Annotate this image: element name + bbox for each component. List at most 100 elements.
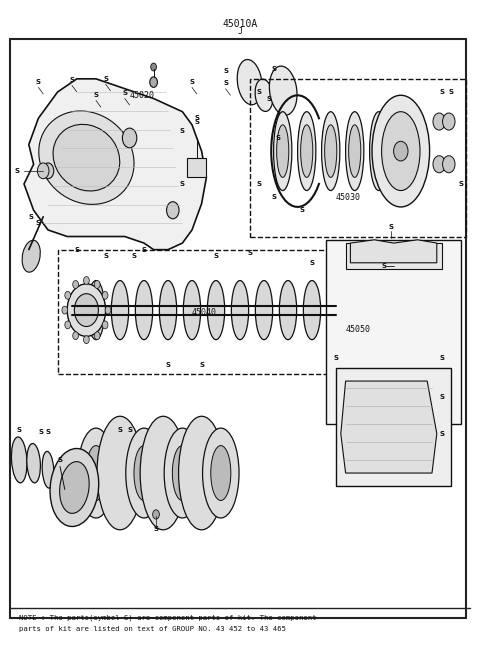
- Text: S: S: [271, 66, 276, 72]
- Ellipse shape: [164, 428, 201, 518]
- Circle shape: [84, 336, 89, 344]
- Circle shape: [73, 281, 78, 288]
- Circle shape: [392, 258, 403, 274]
- Circle shape: [122, 128, 137, 148]
- Ellipse shape: [348, 125, 361, 177]
- Ellipse shape: [159, 281, 177, 340]
- Polygon shape: [24, 79, 206, 250]
- Text: S: S: [449, 89, 454, 95]
- Text: S: S: [74, 246, 79, 253]
- Text: S: S: [166, 361, 170, 368]
- Ellipse shape: [140, 417, 186, 530]
- Text: S: S: [389, 223, 394, 230]
- Ellipse shape: [274, 112, 292, 191]
- Ellipse shape: [97, 417, 143, 530]
- Text: S: S: [194, 115, 199, 122]
- Ellipse shape: [86, 445, 106, 501]
- Ellipse shape: [300, 125, 313, 177]
- Ellipse shape: [211, 445, 231, 501]
- Ellipse shape: [255, 79, 273, 112]
- Ellipse shape: [12, 437, 27, 483]
- Ellipse shape: [42, 451, 54, 488]
- Text: S: S: [439, 89, 444, 95]
- Text: S: S: [58, 457, 62, 463]
- Ellipse shape: [126, 428, 162, 518]
- Circle shape: [433, 156, 445, 173]
- Bar: [187, 158, 206, 177]
- Ellipse shape: [87, 281, 105, 340]
- Ellipse shape: [183, 281, 201, 340]
- Circle shape: [394, 279, 401, 289]
- Text: S: S: [276, 135, 281, 141]
- Text: S: S: [439, 355, 444, 361]
- Bar: [346, 243, 442, 269]
- Ellipse shape: [370, 112, 388, 191]
- Circle shape: [150, 77, 157, 87]
- Bar: [326, 240, 461, 424]
- Text: S: S: [180, 181, 185, 187]
- Circle shape: [105, 306, 111, 314]
- Ellipse shape: [237, 60, 262, 104]
- Ellipse shape: [269, 66, 297, 115]
- Text: S: S: [94, 92, 98, 99]
- Text: S: S: [103, 253, 108, 260]
- Circle shape: [62, 306, 68, 314]
- Text: S: S: [223, 68, 228, 74]
- Text: NOTE : The parts(symbol S) are component parts of kit. The component: NOTE : The parts(symbol S) are component…: [19, 614, 317, 621]
- Ellipse shape: [276, 125, 289, 177]
- Ellipse shape: [53, 124, 120, 191]
- Text: J: J: [238, 27, 242, 36]
- Text: S: S: [127, 427, 132, 434]
- Text: S: S: [180, 128, 185, 135]
- Polygon shape: [341, 381, 437, 473]
- Circle shape: [433, 113, 445, 130]
- Circle shape: [61, 486, 69, 497]
- Circle shape: [94, 332, 100, 340]
- Text: S: S: [247, 250, 252, 256]
- Circle shape: [153, 510, 159, 519]
- Ellipse shape: [207, 281, 225, 340]
- Text: S: S: [266, 95, 271, 102]
- Circle shape: [37, 163, 49, 179]
- Text: S: S: [382, 263, 386, 269]
- Bar: [336, 368, 451, 486]
- Text: S: S: [199, 361, 204, 368]
- Ellipse shape: [382, 112, 420, 191]
- Ellipse shape: [111, 281, 129, 340]
- Circle shape: [394, 141, 408, 161]
- Circle shape: [67, 284, 106, 336]
- Ellipse shape: [298, 112, 316, 191]
- Text: S: S: [46, 428, 50, 435]
- Text: S: S: [132, 253, 137, 260]
- Text: S: S: [142, 246, 146, 253]
- Circle shape: [94, 281, 100, 288]
- Ellipse shape: [372, 95, 430, 207]
- Text: S: S: [17, 427, 22, 434]
- Text: S: S: [70, 77, 74, 83]
- Text: S: S: [300, 207, 305, 214]
- Text: S: S: [334, 355, 338, 361]
- Ellipse shape: [172, 445, 192, 501]
- Ellipse shape: [231, 281, 249, 340]
- Text: S: S: [439, 430, 444, 437]
- Circle shape: [65, 292, 71, 300]
- Ellipse shape: [22, 240, 40, 272]
- Text: S: S: [29, 214, 34, 220]
- Ellipse shape: [27, 443, 40, 483]
- Text: S: S: [458, 181, 463, 187]
- Text: S: S: [38, 428, 43, 435]
- Circle shape: [102, 321, 108, 328]
- Text: S: S: [257, 89, 262, 95]
- Text: 45030: 45030: [336, 193, 361, 202]
- Text: parts of kit are listed on text of GROUP NO. 43 452 to 43 465: parts of kit are listed on text of GROUP…: [19, 626, 286, 633]
- Ellipse shape: [372, 125, 385, 177]
- Ellipse shape: [322, 112, 340, 191]
- Ellipse shape: [39, 111, 134, 204]
- Ellipse shape: [60, 462, 89, 513]
- Circle shape: [65, 321, 71, 328]
- Ellipse shape: [179, 417, 225, 530]
- Text: S: S: [122, 90, 127, 97]
- Text: 45040: 45040: [192, 307, 217, 317]
- Circle shape: [443, 113, 455, 130]
- Ellipse shape: [78, 428, 114, 518]
